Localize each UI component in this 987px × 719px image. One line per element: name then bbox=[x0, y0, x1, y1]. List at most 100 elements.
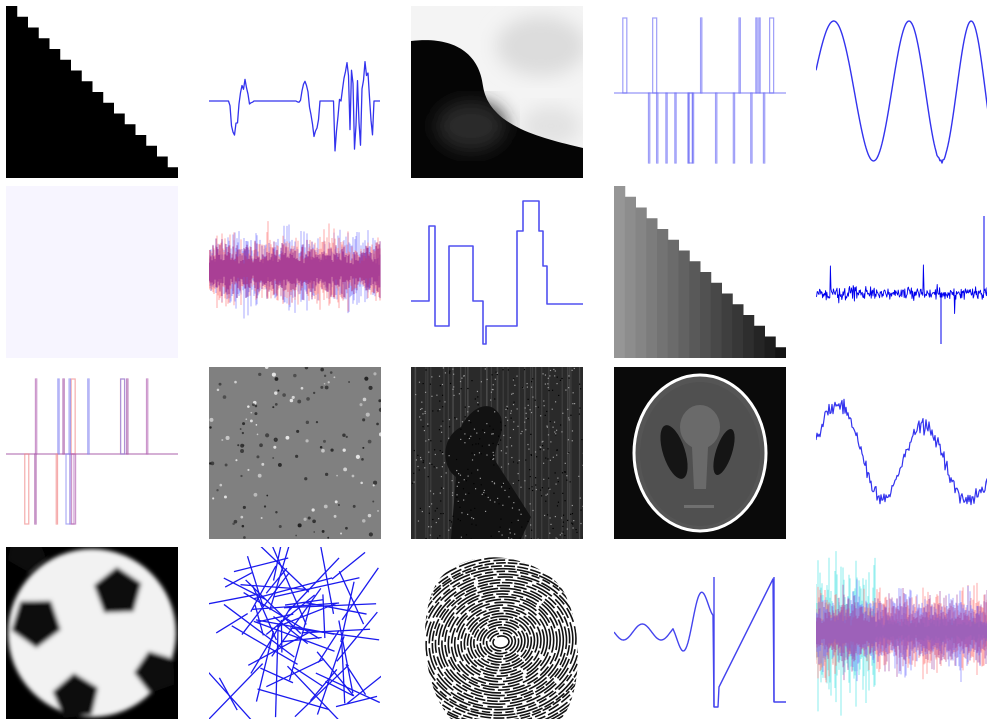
speck bbox=[508, 496, 509, 497]
speck bbox=[555, 516, 556, 517]
speck bbox=[243, 536, 246, 539]
speck bbox=[493, 452, 494, 453]
speck bbox=[340, 533, 342, 535]
speck bbox=[235, 459, 237, 461]
spike bbox=[63, 379, 64, 454]
speck bbox=[570, 415, 571, 416]
speck bbox=[465, 407, 466, 408]
thumbnail-grid bbox=[0, 0, 987, 719]
speck bbox=[327, 537, 329, 539]
speck bbox=[484, 432, 485, 433]
speck bbox=[560, 380, 561, 381]
speck bbox=[458, 473, 459, 474]
speck bbox=[543, 463, 544, 464]
speck bbox=[560, 424, 561, 425]
speck bbox=[240, 449, 244, 453]
speck bbox=[555, 370, 556, 371]
speck bbox=[493, 455, 494, 456]
speck bbox=[460, 520, 461, 521]
star-segment bbox=[232, 626, 298, 664]
speck bbox=[313, 531, 315, 533]
speck bbox=[258, 474, 262, 478]
speck bbox=[558, 481, 559, 482]
speck bbox=[580, 497, 581, 498]
stair-column bbox=[124, 124, 135, 178]
stair-column bbox=[28, 28, 39, 179]
speck bbox=[256, 424, 258, 426]
speck bbox=[430, 535, 431, 536]
speck bbox=[439, 429, 440, 430]
speck bbox=[479, 452, 480, 453]
speck bbox=[452, 389, 453, 390]
speck bbox=[563, 522, 564, 523]
speck bbox=[479, 438, 480, 439]
speck bbox=[561, 533, 562, 534]
speck bbox=[528, 399, 529, 400]
speck bbox=[322, 530, 325, 533]
speck bbox=[242, 525, 245, 528]
stair-column bbox=[114, 114, 125, 179]
speck bbox=[471, 453, 472, 454]
thumbnail bbox=[378, 533, 623, 719]
speck bbox=[531, 486, 532, 487]
speck bbox=[555, 401, 556, 402]
speck bbox=[449, 371, 450, 372]
speck bbox=[547, 427, 548, 428]
star-segment bbox=[216, 614, 247, 633]
speck bbox=[257, 434, 259, 436]
speck bbox=[209, 426, 211, 428]
speck bbox=[547, 383, 548, 384]
spike bbox=[648, 93, 649, 163]
speck bbox=[494, 411, 495, 412]
speck bbox=[468, 475, 469, 476]
speck bbox=[464, 375, 465, 376]
stair-column bbox=[38, 38, 49, 178]
speck bbox=[532, 490, 533, 491]
speck bbox=[431, 396, 432, 397]
speck bbox=[259, 443, 263, 447]
speck bbox=[520, 514, 521, 515]
speck bbox=[415, 394, 416, 395]
speck bbox=[552, 528, 553, 529]
speck bbox=[457, 486, 458, 487]
speck bbox=[494, 501, 495, 502]
speck bbox=[477, 391, 478, 392]
speck bbox=[243, 506, 246, 509]
speck bbox=[467, 514, 468, 515]
speck bbox=[436, 522, 437, 523]
speck bbox=[432, 519, 433, 520]
speck bbox=[275, 377, 279, 381]
speck bbox=[548, 434, 549, 435]
speck bbox=[471, 380, 472, 381]
speck bbox=[498, 436, 499, 437]
star-segment bbox=[199, 664, 263, 719]
stair-column bbox=[732, 304, 743, 358]
speck bbox=[295, 535, 297, 537]
speck bbox=[421, 402, 422, 403]
speck bbox=[485, 494, 486, 495]
speck bbox=[502, 484, 503, 485]
speck bbox=[240, 516, 243, 519]
speck bbox=[562, 472, 563, 473]
speck bbox=[217, 389, 220, 392]
speck bbox=[542, 373, 543, 374]
speck bbox=[568, 375, 569, 376]
speck bbox=[517, 462, 518, 463]
speck bbox=[548, 390, 549, 391]
speck bbox=[379, 408, 383, 412]
speck bbox=[425, 538, 426, 539]
speck bbox=[252, 403, 255, 406]
speck bbox=[560, 534, 561, 535]
phantom-dots bbox=[684, 505, 714, 508]
speck bbox=[240, 428, 242, 430]
speck bbox=[545, 495, 546, 496]
thumbnail bbox=[816, 399, 987, 504]
speck bbox=[498, 503, 499, 504]
speck bbox=[557, 377, 558, 378]
speck bbox=[513, 404, 514, 405]
speck bbox=[583, 453, 584, 454]
speck bbox=[440, 500, 441, 501]
speck bbox=[555, 472, 556, 473]
stair-column bbox=[71, 71, 82, 179]
speck bbox=[352, 475, 355, 478]
